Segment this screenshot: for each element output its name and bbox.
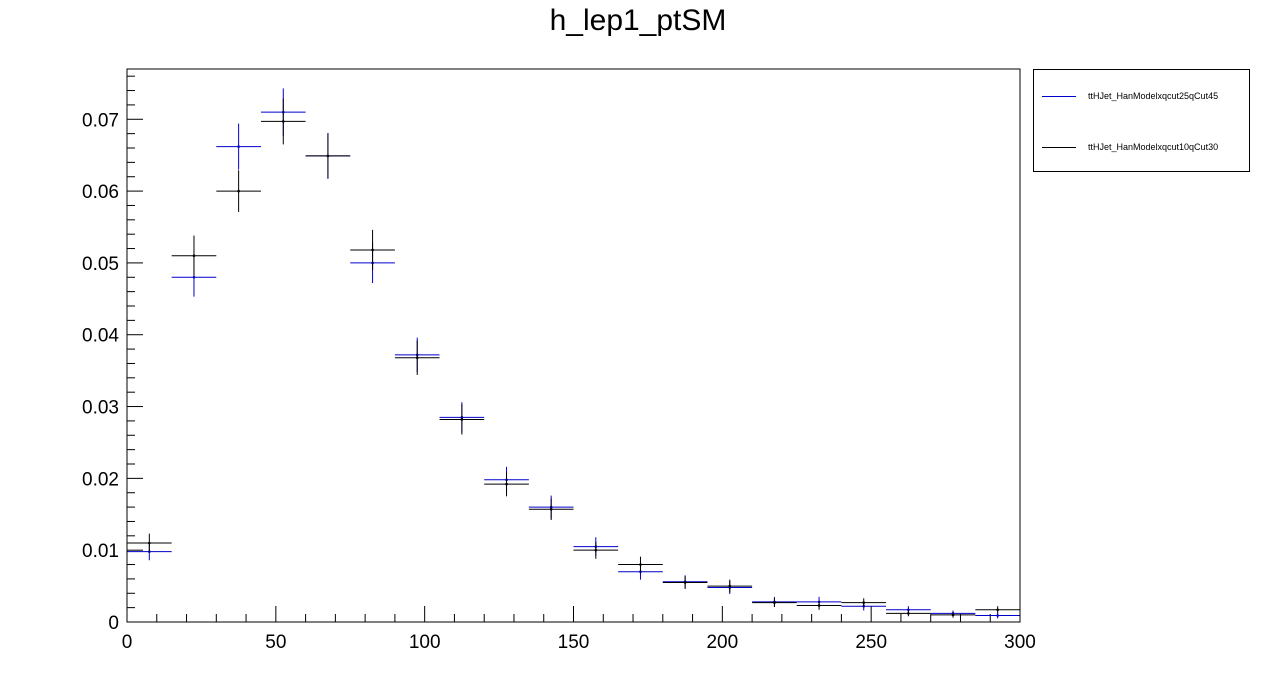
y-tick-label: 0.07	[82, 110, 119, 131]
y-tick-label: 0.02	[82, 469, 119, 490]
point-marker	[862, 601, 866, 604]
point-marker	[237, 145, 240, 148]
y-tick-label: 0.05	[82, 254, 119, 275]
legend-label-series-2: ttHJet_HanModelxqcut10qCut30	[1088, 142, 1219, 152]
data-point	[528, 498, 574, 521]
data-point	[707, 579, 753, 593]
point-marker	[549, 507, 553, 511]
data-point	[662, 576, 708, 589]
point-marker	[192, 275, 196, 279]
data-point	[841, 598, 887, 607]
point-marker	[996, 614, 999, 617]
point-marker	[951, 613, 955, 617]
data-point	[618, 556, 663, 573]
point-marker	[639, 563, 642, 566]
data-point	[796, 601, 842, 610]
point-marker	[281, 120, 285, 123]
legend-label-series-1: ttHJet_HanModelxqcut25qCut45	[1088, 91, 1219, 101]
data-point	[975, 612, 1020, 619]
data-point	[127, 533, 172, 553]
data-point	[439, 404, 485, 435]
data-point	[484, 471, 529, 497]
point-marker	[505, 482, 508, 486]
data-point	[171, 235, 217, 276]
point-marker	[683, 581, 687, 584]
data-point	[752, 598, 797, 607]
data-point	[350, 229, 395, 271]
data-point	[216, 170, 261, 212]
point-marker	[594, 548, 598, 552]
series-1-marks	[127, 88, 1020, 619]
y-tick-label: 0	[108, 613, 119, 634]
point-marker	[371, 248, 374, 252]
legend-entry-series-2: ttHJet_HanModelxqcut10qCut30	[1034, 140, 1249, 154]
point-marker	[460, 418, 464, 421]
data-point	[930, 611, 976, 618]
point-marker	[237, 189, 240, 193]
legend-line-series-2	[1042, 147, 1076, 148]
x-tick-label: 200	[706, 632, 738, 653]
point-marker	[773, 601, 776, 604]
y-tick-label: 0.06	[82, 182, 119, 203]
legend: ttHJet_HanModelxqcut25qCut45 ttHJet_HanM…	[1033, 69, 1250, 172]
y-tick-label: 0.04	[82, 326, 119, 347]
data-point	[216, 123, 261, 170]
y-tick-label: 0.01	[82, 541, 119, 562]
point-marker	[415, 356, 419, 360]
data-point	[260, 98, 306, 145]
x-tick-label: 150	[558, 632, 590, 653]
data-point	[305, 133, 351, 179]
point-marker	[907, 608, 910, 612]
data-point	[975, 606, 1020, 614]
data-point	[394, 340, 440, 375]
plot-frame	[126, 68, 1021, 623]
data-point	[886, 610, 931, 617]
data-marks	[127, 88, 1020, 619]
point-marker	[148, 541, 151, 545]
series-2-marks	[127, 98, 1020, 618]
x-tick-label: 300	[1004, 632, 1036, 653]
chart-title: h_lep1_ptSM	[549, 4, 727, 37]
legend-line-series-1	[1042, 96, 1076, 97]
point-marker	[326, 154, 330, 158]
x-tick-label: 100	[409, 632, 441, 653]
x-tick-label: 50	[265, 632, 286, 653]
y-tick-label: 0.03	[82, 398, 119, 419]
point-marker	[817, 604, 821, 607]
axes: 0 50 100 150 200 250 300 0 0.01 0.02 0.03 0.04 0.05 0…	[82, 75, 1036, 653]
point-marker	[996, 608, 999, 612]
point-marker	[728, 584, 732, 588]
legend-entry-series-1: ttHJet_HanModelxqcut25qCut45	[1034, 89, 1249, 103]
point-marker	[907, 612, 910, 615]
point-marker	[192, 254, 196, 258]
x-tick-label: 250	[855, 632, 887, 653]
data-point	[573, 541, 619, 559]
x-tick-label: 0	[122, 632, 133, 653]
